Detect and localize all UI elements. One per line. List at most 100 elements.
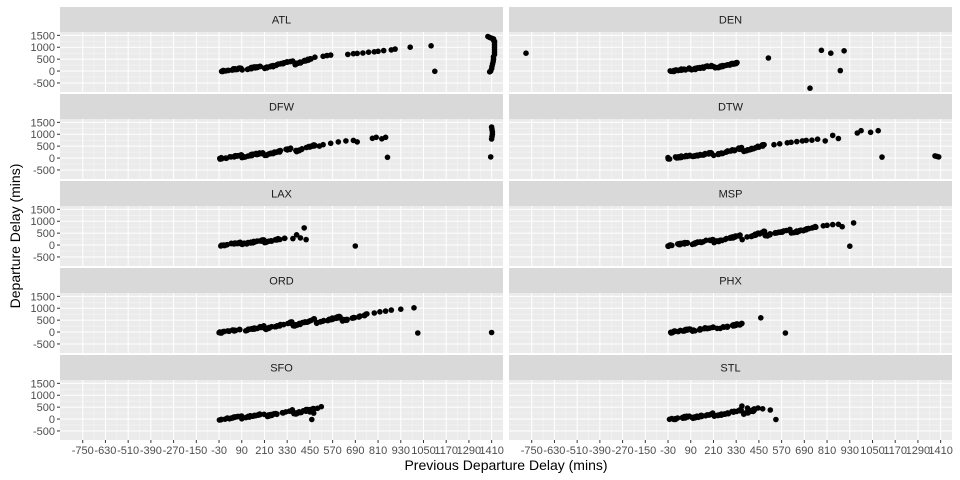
panel-background bbox=[509, 293, 952, 353]
data-point bbox=[758, 315, 764, 321]
x-tick-label: 930 bbox=[841, 445, 859, 457]
x-tick-label: -150 bbox=[634, 445, 656, 457]
data-point bbox=[333, 315, 340, 322]
data-point bbox=[254, 151, 260, 157]
data-point bbox=[717, 64, 723, 70]
y-tick-label: -500 bbox=[33, 165, 55, 177]
y-tick-label: 1500 bbox=[31, 117, 55, 129]
y-tick-label: 1000 bbox=[31, 42, 55, 54]
data-point bbox=[782, 330, 789, 336]
data-point bbox=[365, 49, 372, 55]
y-tick-label: 500 bbox=[37, 315, 55, 327]
data-point bbox=[678, 153, 685, 159]
data-point bbox=[725, 323, 731, 330]
data-point bbox=[318, 403, 325, 410]
data-point bbox=[779, 229, 785, 235]
x-axis-title: Previous Departure Delay (mins) bbox=[404, 457, 607, 473]
data-point bbox=[310, 410, 317, 416]
data-point bbox=[361, 312, 368, 319]
x-tick-label: -510 bbox=[117, 445, 139, 457]
data-point bbox=[704, 412, 710, 418]
data-point bbox=[392, 46, 398, 52]
data-point bbox=[239, 154, 245, 161]
data-point bbox=[680, 328, 686, 334]
data-point bbox=[382, 308, 389, 314]
data-point bbox=[282, 235, 288, 242]
data-point bbox=[344, 316, 350, 323]
facet-strip bbox=[509, 181, 952, 206]
facet-strip-label: SFO bbox=[270, 363, 293, 375]
data-point bbox=[698, 239, 704, 245]
facet-strip-label: LAX bbox=[271, 189, 292, 201]
y-tick-label: 500 bbox=[37, 54, 55, 66]
data-point bbox=[829, 221, 836, 228]
data-point bbox=[809, 137, 815, 143]
data-point bbox=[729, 60, 736, 67]
data-point bbox=[700, 151, 707, 158]
data-point bbox=[233, 66, 239, 73]
data-point bbox=[272, 237, 278, 243]
data-point bbox=[744, 234, 750, 240]
data-point bbox=[828, 50, 834, 56]
data-point bbox=[253, 64, 260, 70]
data-point bbox=[767, 407, 774, 413]
data-point bbox=[251, 326, 258, 332]
y-tick-label: 1000 bbox=[31, 303, 55, 315]
facet-strip-label: ORD bbox=[269, 276, 294, 288]
data-point bbox=[684, 153, 690, 160]
facet-strip bbox=[509, 268, 952, 293]
y-axis-title: Departure Delay (mins) bbox=[7, 164, 23, 309]
data-point bbox=[776, 141, 783, 147]
data-point bbox=[261, 65, 268, 72]
data-point bbox=[311, 142, 318, 149]
data-point bbox=[841, 48, 847, 54]
y-tick-label: -500 bbox=[33, 426, 55, 438]
x-tick-label: 330 bbox=[278, 445, 296, 457]
data-point bbox=[239, 241, 246, 248]
x-tick-label: 1410 bbox=[479, 445, 503, 457]
data-point bbox=[384, 154, 391, 161]
x-tick-label: -270 bbox=[163, 445, 185, 457]
data-point bbox=[428, 43, 434, 49]
y-tick-label: 1500 bbox=[31, 378, 55, 390]
facet-panels: ATL-500050010001500DENDFW-50005001000150… bbox=[31, 7, 952, 440]
facet-strip bbox=[60, 355, 503, 380]
data-point bbox=[748, 233, 754, 240]
data-point bbox=[935, 154, 942, 160]
data-point bbox=[488, 136, 495, 142]
x-tick-label: 1170 bbox=[434, 445, 458, 457]
x-tick-label: 570 bbox=[323, 445, 341, 457]
data-point bbox=[715, 150, 722, 157]
data-point bbox=[847, 243, 853, 249]
data-point bbox=[354, 139, 361, 145]
data-point bbox=[739, 320, 745, 327]
data-point bbox=[665, 154, 671, 161]
data-point bbox=[672, 154, 679, 160]
y-tick-label: -500 bbox=[33, 252, 55, 264]
data-point bbox=[382, 134, 389, 141]
data-point bbox=[356, 314, 362, 320]
data-point bbox=[703, 325, 710, 332]
data-point bbox=[486, 69, 493, 75]
data-point bbox=[679, 67, 685, 73]
data-point bbox=[231, 153, 237, 160]
data-point bbox=[803, 226, 810, 232]
data-point bbox=[668, 68, 674, 75]
y-tick-label: 0 bbox=[49, 240, 55, 252]
data-point bbox=[829, 132, 836, 139]
facet-stl: STL bbox=[509, 355, 952, 440]
x-tick-label: 1290 bbox=[906, 445, 930, 457]
panel-background bbox=[60, 206, 503, 266]
data-point bbox=[268, 323, 275, 330]
data-point bbox=[875, 127, 881, 134]
data-point bbox=[759, 406, 766, 412]
data-point bbox=[371, 310, 378, 316]
data-point bbox=[297, 235, 304, 241]
data-point bbox=[487, 154, 494, 160]
data-point bbox=[691, 241, 698, 247]
data-point bbox=[277, 147, 284, 154]
data-point bbox=[268, 63, 275, 70]
data-point bbox=[835, 135, 842, 142]
